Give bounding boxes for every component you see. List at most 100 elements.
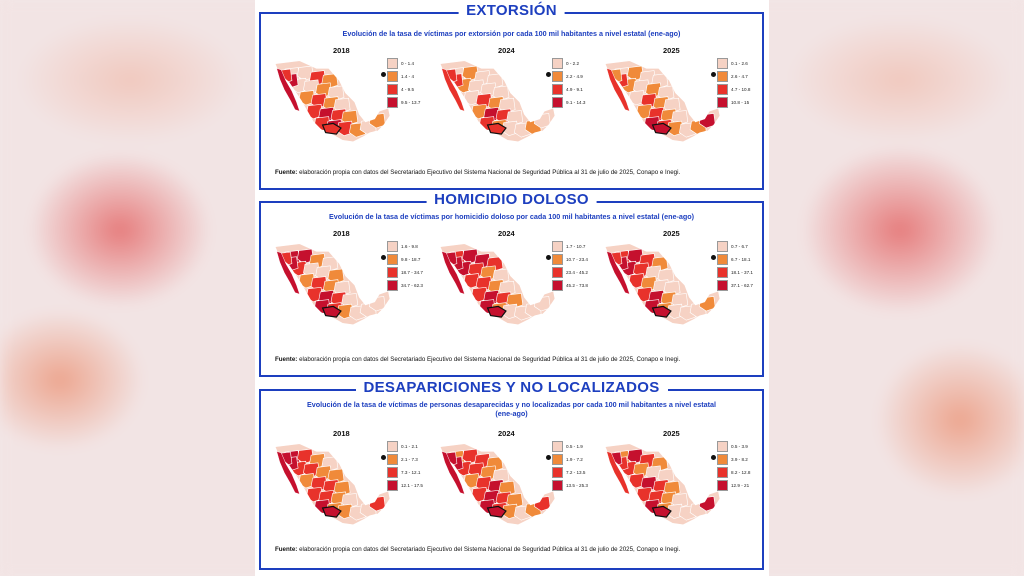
- legend-label: 2.2 - 4.9: [566, 74, 583, 79]
- legend-item: 0.5 - 1.9: [552, 441, 596, 452]
- section-subtitle: Evolución de la tasa de víctimas por hom…: [328, 212, 695, 221]
- legend-swatch: [717, 84, 728, 95]
- state-region: [310, 276, 328, 292]
- legend-label: 0.5 - 3.9: [731, 444, 748, 449]
- marker-dot: [546, 255, 551, 260]
- legend-swatch: [552, 71, 563, 82]
- map-year-label: 2018: [333, 229, 350, 238]
- state-region: [633, 462, 650, 478]
- marker-dot: [381, 455, 386, 460]
- state-region: [315, 465, 333, 481]
- state-region: [341, 293, 359, 309]
- legend-swatch: [387, 58, 398, 69]
- state-region: [461, 65, 479, 81]
- highlighted-state-outline: [321, 305, 342, 318]
- legend-swatch: [552, 480, 563, 491]
- state-region: [480, 82, 498, 98]
- legend-label: 7.2 - 13.5: [566, 470, 586, 475]
- state-region: [276, 250, 300, 295]
- legend-swatch: [717, 71, 728, 82]
- legend-item: 9.1 - 14.3: [552, 97, 596, 108]
- section-title: EXTORSIÓN: [458, 2, 565, 19]
- legend-swatch: [387, 267, 398, 278]
- legend-label: 34.7 - 62.3: [401, 283, 423, 288]
- legend-item: 7.3 - 12.1: [387, 467, 431, 478]
- map-year-label: 2025: [663, 429, 680, 438]
- legend-item: 4.9 - 9.1: [552, 84, 596, 95]
- legend-label: 0 - 1.4: [401, 61, 415, 66]
- legend-item: 4 - 9.5: [387, 84, 431, 95]
- highlighted-state-outline: [486, 305, 507, 318]
- highlighted-state-outline: [486, 122, 507, 135]
- legend-item: 12.1 - 17.5: [387, 480, 431, 491]
- marker-dot: [546, 72, 551, 77]
- legend-swatch: [717, 58, 728, 69]
- source-note: Fuente: elaboración propia con datos del…: [275, 356, 681, 363]
- legend-swatch: [552, 241, 563, 252]
- state-region: [633, 79, 650, 95]
- legend-label: 6.7 - 18.1: [731, 257, 751, 262]
- legend-label: 37.1 - 62.7: [731, 283, 753, 288]
- mexico-choropleth-map: [274, 443, 391, 526]
- state-region: [645, 82, 663, 98]
- legend-item: 8.2 - 12.8: [717, 467, 761, 478]
- state-region: [441, 250, 465, 295]
- legend-item: 12.9 - 21: [717, 480, 761, 491]
- state-region: [640, 276, 658, 292]
- state-region: [506, 110, 524, 126]
- legend-item: 1.6 - 9.8: [387, 241, 431, 252]
- legend-swatch: [552, 280, 563, 291]
- mexico-choropleth-map: [439, 60, 556, 143]
- legend-label: 4.7 - 10.8: [731, 87, 751, 92]
- legend-item: 45.2 - 73.8: [552, 280, 596, 291]
- legend-label: 0.7 - 6.7: [731, 244, 748, 249]
- state-region: [341, 493, 359, 509]
- highlighted-state-outline: [321, 505, 342, 518]
- state-region: [303, 79, 320, 95]
- legend-label: 9.1 - 14.3: [566, 100, 586, 105]
- state-region: [626, 248, 644, 264]
- legend-swatch: [552, 97, 563, 108]
- legend-label: 12.1 - 17.5: [401, 483, 423, 488]
- legend-swatch: [387, 280, 398, 291]
- map-legend: 1.6 - 9.8 9.8 - 18.7 18.7 - 34.7 34.7 - 62.…: [387, 241, 431, 293]
- state-region: [626, 448, 644, 464]
- state-region: [296, 65, 314, 81]
- marker-dot: [711, 72, 716, 77]
- source-note: Fuente: elaboración propia con datos del…: [275, 169, 681, 176]
- legend-swatch: [717, 454, 728, 465]
- state-region: [327, 468, 345, 484]
- legend-swatch: [387, 241, 398, 252]
- state-region: [671, 493, 689, 509]
- legend-swatch: [717, 280, 728, 291]
- legend-label: 1.9 - 7.2: [566, 457, 583, 462]
- state-region: [606, 250, 630, 295]
- state-region: [315, 82, 333, 98]
- legend-label: 4.9 - 9.1: [566, 87, 583, 92]
- mexico-choropleth-map: [604, 243, 721, 326]
- legend-label: 18.7 - 34.7: [401, 270, 423, 275]
- state-region: [315, 265, 333, 281]
- legend-swatch: [387, 71, 398, 82]
- legend-label: 45.2 - 73.8: [566, 283, 588, 288]
- legend-swatch: [387, 441, 398, 452]
- legend-swatch: [717, 241, 728, 252]
- legend-label: 7.3 - 12.1: [401, 470, 421, 475]
- legend-swatch: [387, 467, 398, 478]
- legend-item: 3.9 - 8.2: [717, 454, 761, 465]
- highlighted-state-outline: [486, 505, 507, 518]
- marker-dot: [711, 255, 716, 260]
- legend-item: 9.5 - 13.7: [387, 97, 431, 108]
- legend-item: 2.6 - 4.7: [717, 71, 761, 82]
- state-region: [657, 85, 675, 101]
- highlighted-state-outline: [651, 305, 672, 318]
- legend-swatch: [552, 58, 563, 69]
- state-region: [341, 110, 359, 126]
- state-region: [475, 93, 493, 109]
- map-legend: 1.7 - 10.7 10.7 - 23.4 23.4 - 45.2 45.2 - 7…: [552, 241, 596, 293]
- legend-label: 0.5 - 1.9: [566, 444, 583, 449]
- section-extorsion: EXTORSIÓN Evolución de la tasa de víctim…: [259, 2, 764, 190]
- legend-item: 10.8 - 15: [717, 97, 761, 108]
- state-region: [310, 93, 328, 109]
- mexico-choropleth-map: [604, 60, 721, 143]
